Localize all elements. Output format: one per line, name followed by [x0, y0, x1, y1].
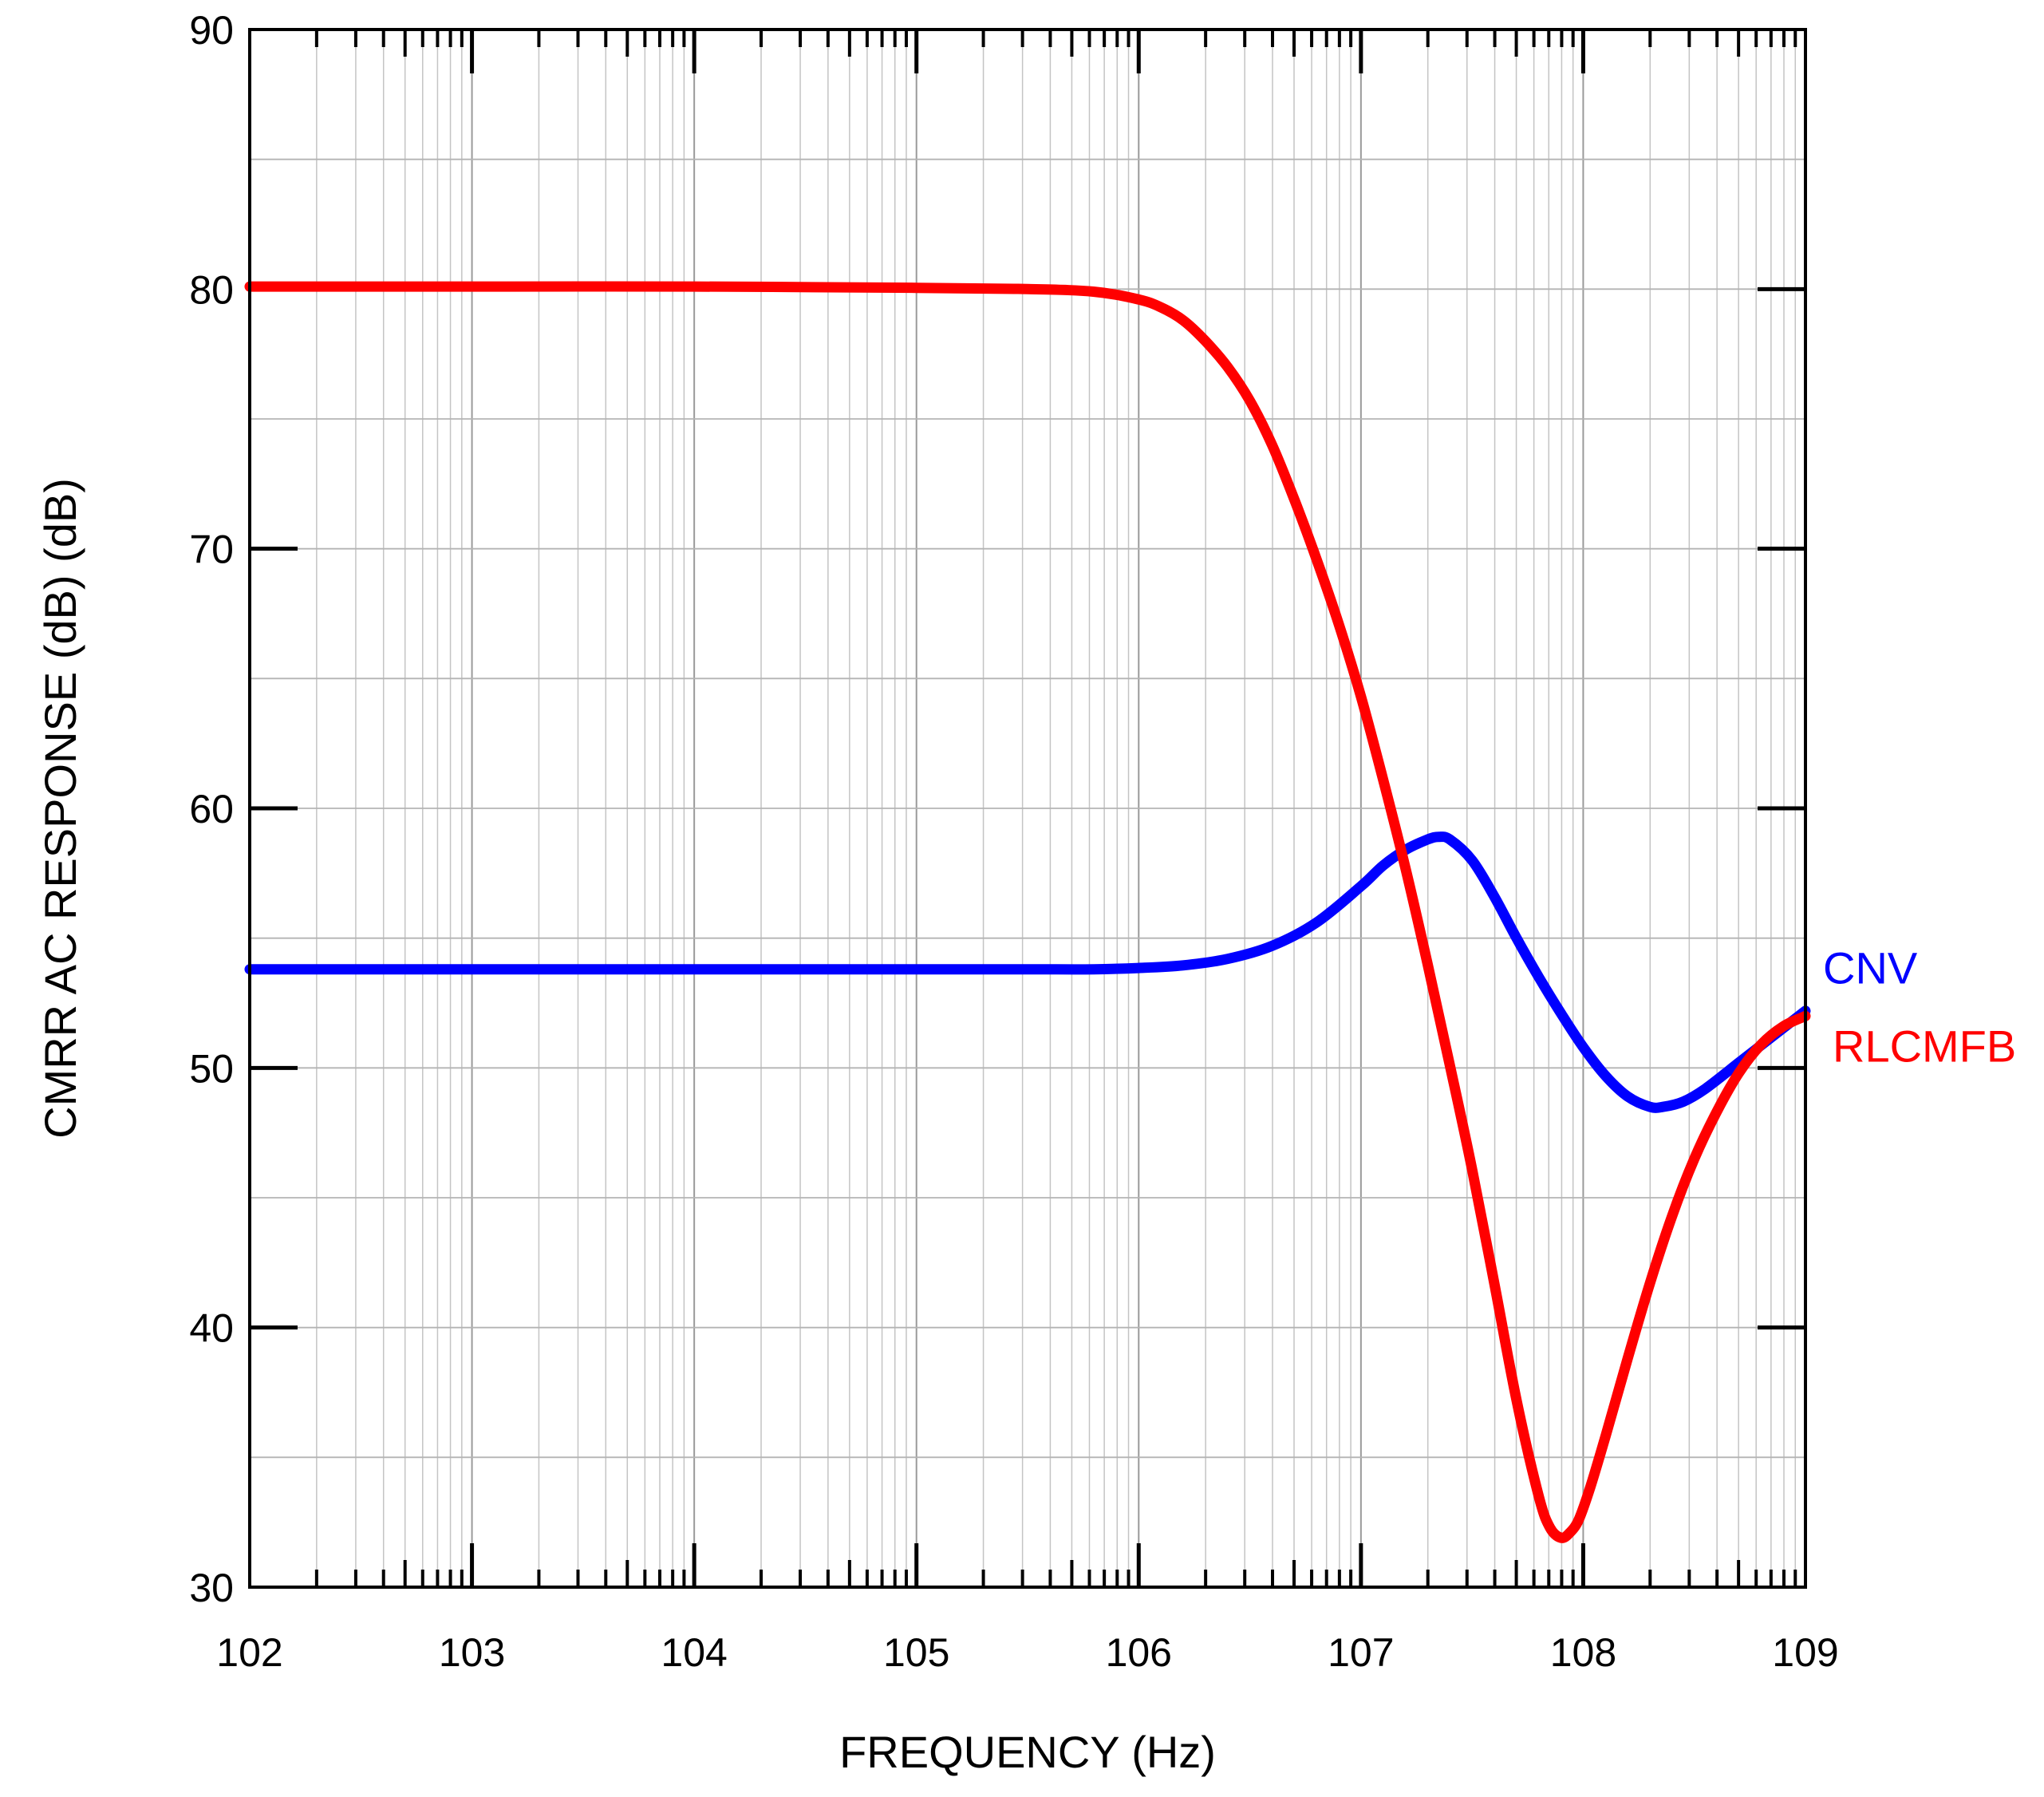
y-tick-label: 40: [189, 1306, 234, 1351]
y-tick-label: 80: [189, 267, 234, 312]
tick-labels: 102 103 104 105 106 107 108 109 30 40 50 60 70 80 90: [189, 8, 1838, 1675]
y-tick-label: 90: [189, 8, 234, 53]
x-tick-label: 104: [661, 1630, 727, 1675]
y-tick-label: 70: [189, 527, 234, 572]
x-axis-title: FREQUENCY (Hz): [839, 1727, 1216, 1777]
plot-frame: [248, 28, 1807, 1589]
x-tick-label: 108: [1550, 1630, 1616, 1675]
x-tick-label: 106: [1106, 1630, 1172, 1675]
x-tick-label: 109: [1772, 1630, 1838, 1675]
y-tick-label: 60: [189, 787, 234, 831]
ticks: [250, 30, 1805, 1587]
y-tick-label: 50: [189, 1046, 234, 1091]
legend-cnv: CNV: [1823, 943, 1918, 993]
y-axis-title: CMRR AC RESPONSE (dB) (dB): [35, 478, 85, 1139]
x-tick-label: 107: [1328, 1630, 1394, 1675]
series-line-rlcmfb: [244, 281, 1811, 1543]
x-tick-label: 105: [883, 1630, 949, 1675]
x-tick-label: 103: [439, 1630, 505, 1675]
series-group: [244, 281, 1811, 1543]
y-tick-label: 30: [189, 1566, 234, 1610]
legend-rlcmfb: RLCMFB: [1833, 1021, 2016, 1071]
x-tick-label: 102: [216, 1630, 282, 1675]
series-line-cnv: [244, 831, 1811, 1113]
